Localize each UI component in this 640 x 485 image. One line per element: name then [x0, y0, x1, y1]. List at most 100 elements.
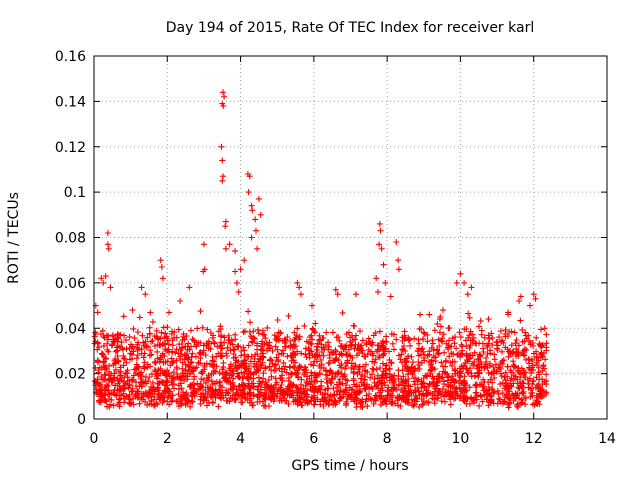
data-point	[105, 383, 112, 390]
data-point	[295, 374, 302, 381]
data-point	[416, 392, 423, 399]
data-point	[372, 356, 379, 363]
data-point	[280, 347, 286, 354]
data-point	[439, 391, 446, 397]
data-point	[344, 351, 351, 358]
data-point	[285, 312, 292, 319]
data-point	[214, 392, 220, 399]
data-point	[332, 356, 339, 363]
data-point	[334, 291, 341, 298]
data-point	[295, 387, 302, 393]
data-point	[105, 370, 112, 377]
data-point	[333, 334, 340, 341]
x-tick-label: 12	[525, 431, 543, 447]
data-point	[504, 373, 511, 380]
data-point	[92, 329, 99, 336]
data-point	[359, 337, 366, 344]
data-point	[209, 381, 216, 388]
data-point	[437, 313, 444, 320]
data-point	[504, 401, 511, 408]
data-point	[218, 333, 225, 340]
data-point	[145, 393, 152, 400]
data-point	[232, 395, 239, 402]
data-point	[210, 399, 216, 405]
data-point	[159, 275, 166, 282]
data-point	[520, 370, 527, 376]
data-point	[351, 345, 358, 352]
data-point	[513, 391, 520, 398]
data-point	[318, 361, 325, 368]
data-point	[289, 371, 295, 377]
data-point	[136, 345, 143, 352]
data-point	[406, 336, 413, 343]
data-point	[310, 327, 317, 334]
data-point	[129, 343, 136, 350]
data-point	[151, 367, 158, 373]
data-point	[194, 380, 201, 387]
data-point	[263, 381, 270, 388]
grid	[94, 56, 607, 419]
data-point	[527, 302, 533, 309]
data-point	[197, 396, 204, 403]
data-point	[309, 302, 315, 309]
data-point	[486, 362, 493, 369]
data-point	[194, 325, 201, 332]
data-point	[279, 372, 285, 379]
data-point	[98, 275, 105, 282]
data-point	[345, 346, 352, 353]
data-point	[174, 374, 181, 381]
data-point	[161, 387, 168, 394]
data-point	[108, 396, 115, 403]
data-point	[508, 375, 515, 382]
data-point	[526, 375, 533, 382]
data-point	[440, 368, 447, 375]
data-point	[104, 346, 111, 353]
data-point	[173, 357, 180, 364]
data-point	[104, 241, 111, 248]
data-point	[505, 353, 512, 360]
data-point	[463, 337, 469, 344]
data-point	[471, 399, 477, 406]
data-point	[180, 393, 187, 400]
data-point	[356, 383, 363, 390]
data-point	[371, 359, 378, 366]
data-point	[228, 372, 235, 379]
data-point	[489, 334, 496, 341]
data-point	[217, 378, 223, 385]
data-point	[184, 376, 191, 383]
data-point	[177, 373, 184, 380]
data-point	[312, 320, 319, 327]
data-point	[166, 309, 173, 316]
data-point	[153, 373, 160, 380]
data-point	[358, 379, 365, 386]
data-point	[497, 398, 504, 405]
data-point	[169, 348, 176, 355]
data-point	[269, 347, 276, 354]
data-point	[197, 340, 204, 346]
data-point	[508, 383, 515, 390]
data-point	[521, 338, 528, 345]
data-point	[156, 342, 163, 349]
data-point	[187, 371, 193, 378]
data-point	[478, 331, 485, 338]
data-point	[501, 385, 508, 392]
data-point	[429, 337, 436, 344]
data-point	[525, 380, 532, 387]
data-point	[420, 348, 427, 355]
data-point	[128, 378, 135, 385]
data-point	[507, 382, 514, 389]
data-point	[185, 340, 192, 347]
data-point	[232, 363, 239, 369]
data-point	[338, 370, 345, 377]
data-point	[474, 369, 481, 376]
data-point	[364, 381, 370, 388]
data-point	[365, 335, 372, 342]
data-point	[514, 380, 521, 387]
data-point	[199, 324, 206, 331]
data-point	[200, 368, 207, 375]
data-point	[470, 334, 477, 341]
data-point	[370, 332, 377, 339]
data-point	[146, 374, 153, 381]
data-point	[151, 343, 158, 349]
data-point	[463, 326, 470, 332]
